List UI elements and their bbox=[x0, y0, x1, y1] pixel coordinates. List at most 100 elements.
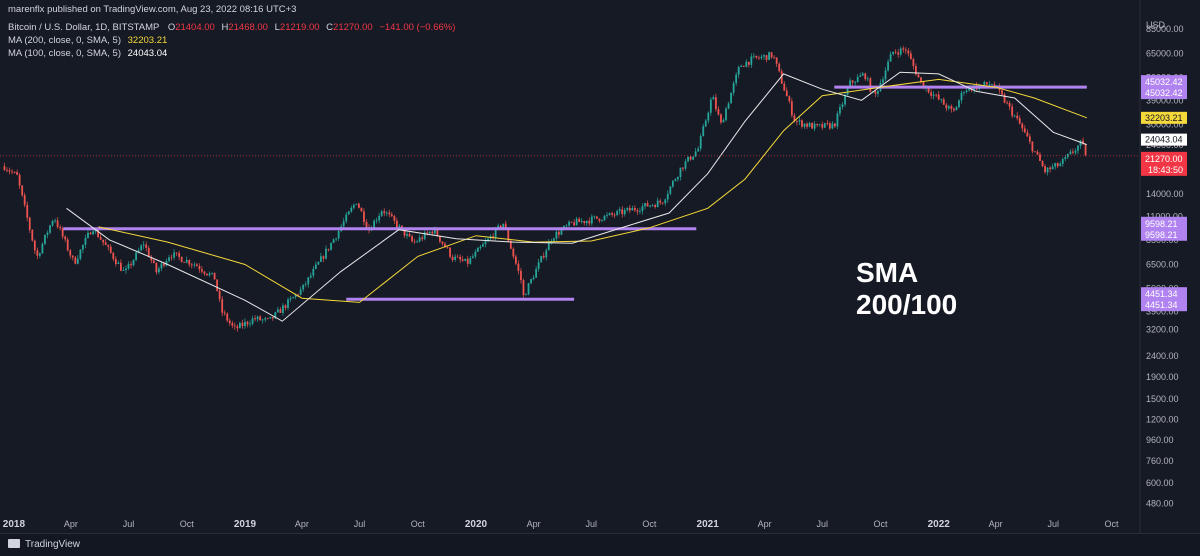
candle-up bbox=[988, 84, 991, 86]
candle-up bbox=[664, 199, 667, 204]
candle-up bbox=[464, 258, 467, 261]
price-axis: USD85000.0065000.0050000.0039000.0030000… bbox=[1139, 0, 1184, 534]
price-tick-label: 39000.00 bbox=[1146, 95, 1184, 105]
candle-up bbox=[687, 156, 689, 162]
candle-down bbox=[327, 248, 330, 250]
candle-up bbox=[307, 277, 310, 285]
candle-down bbox=[1016, 115, 1019, 119]
ma200-legend[interactable]: MA (200, close, 0, SMA, 5) 32203.21 bbox=[8, 35, 167, 46]
candle-up bbox=[545, 250, 548, 258]
candle-down bbox=[1006, 102, 1008, 104]
candle-up bbox=[947, 106, 950, 109]
candle-up bbox=[44, 234, 46, 244]
candle-down bbox=[937, 94, 940, 100]
candle-up bbox=[671, 180, 674, 187]
candle-up bbox=[882, 79, 884, 83]
level-price-tag bbox=[1141, 287, 1187, 312]
candle-up bbox=[41, 243, 44, 254]
candle-down bbox=[942, 99, 945, 105]
candle-down bbox=[71, 255, 74, 258]
candle-down bbox=[23, 195, 26, 205]
candle-up bbox=[968, 86, 970, 91]
candle-down bbox=[596, 216, 598, 219]
time-tick-label: Apr bbox=[989, 519, 1003, 529]
candle-down bbox=[18, 174, 21, 186]
candle-down bbox=[793, 115, 796, 122]
candle-down bbox=[112, 252, 115, 260]
candle-down bbox=[558, 231, 560, 235]
candle-up bbox=[287, 299, 289, 308]
candle-down bbox=[874, 91, 877, 94]
candle-up bbox=[651, 205, 654, 206]
ma200-line bbox=[98, 78, 1087, 303]
candle-up bbox=[302, 284, 305, 290]
ohlc-o-label: O bbox=[167, 22, 176, 33]
candle-up bbox=[892, 51, 895, 55]
price-tick-label: 1500.00 bbox=[1146, 394, 1179, 404]
ma100-legend[interactable]: MA (100, close, 0, SMA, 5) 24043.04 bbox=[8, 48, 167, 59]
candle-down bbox=[66, 239, 69, 251]
candle-up bbox=[955, 107, 958, 111]
candle-up bbox=[626, 207, 629, 210]
candle-down bbox=[1072, 151, 1074, 153]
candle-up bbox=[644, 203, 646, 207]
candle-up bbox=[932, 94, 935, 96]
candle-down bbox=[456, 256, 459, 258]
candle-up bbox=[823, 123, 826, 128]
candle-down bbox=[1011, 106, 1014, 116]
candle-down bbox=[1036, 151, 1039, 155]
candle-down bbox=[390, 214, 393, 217]
candle-down bbox=[765, 55, 768, 60]
candle-down bbox=[259, 316, 262, 321]
candle-down bbox=[221, 299, 224, 313]
price-tick-label: 2400.00 bbox=[1146, 351, 1179, 361]
candle-up bbox=[173, 252, 175, 258]
candle-down bbox=[201, 269, 203, 272]
price-chart[interactable]: USD85000.0065000.0050000.0039000.0030000… bbox=[0, 0, 1200, 534]
candle-up bbox=[94, 229, 97, 232]
candle-up bbox=[684, 161, 687, 169]
candle-up bbox=[274, 312, 277, 319]
candle-down bbox=[97, 229, 100, 238]
candle-up bbox=[590, 216, 593, 224]
candle-down bbox=[790, 101, 793, 116]
candle-down bbox=[228, 320, 231, 324]
candle-up bbox=[1061, 159, 1064, 164]
time-tick-label: Jul bbox=[354, 519, 366, 529]
time-tick-label: 2020 bbox=[465, 519, 488, 530]
candle-up bbox=[494, 228, 497, 238]
ma100-price-tag bbox=[1141, 133, 1187, 146]
candle-down bbox=[203, 271, 206, 274]
candle-up bbox=[244, 321, 246, 327]
candle-up bbox=[304, 284, 307, 286]
price-tick-label: 480.00 bbox=[1146, 498, 1174, 508]
candle-up bbox=[157, 268, 160, 273]
candle-down bbox=[950, 106, 953, 109]
candle-down bbox=[271, 316, 274, 319]
candle-down bbox=[904, 49, 907, 51]
level-price-tag-text: 9598.21 bbox=[1145, 219, 1178, 229]
candle-down bbox=[1023, 128, 1026, 133]
tradingview-logo[interactable]: TradingView bbox=[8, 539, 80, 550]
candle-down bbox=[659, 200, 662, 203]
candle-up bbox=[337, 230, 340, 239]
candle-up bbox=[585, 220, 588, 223]
candle-up bbox=[831, 123, 834, 129]
candle-down bbox=[446, 247, 449, 249]
candle-up bbox=[963, 92, 965, 93]
candle-up bbox=[127, 264, 130, 269]
candle-up bbox=[251, 318, 254, 324]
candle-down bbox=[170, 257, 173, 259]
candle-up bbox=[168, 257, 170, 261]
candle-up bbox=[679, 167, 682, 178]
candle-down bbox=[183, 262, 186, 263]
candle-up bbox=[320, 256, 322, 262]
candle-up bbox=[836, 113, 839, 127]
candle-down bbox=[993, 84, 996, 86]
tradingview-logo-icon bbox=[8, 539, 20, 548]
candle-down bbox=[365, 221, 368, 228]
candle-up bbox=[552, 238, 555, 241]
candle-down bbox=[796, 121, 798, 123]
candle-up bbox=[854, 82, 857, 83]
